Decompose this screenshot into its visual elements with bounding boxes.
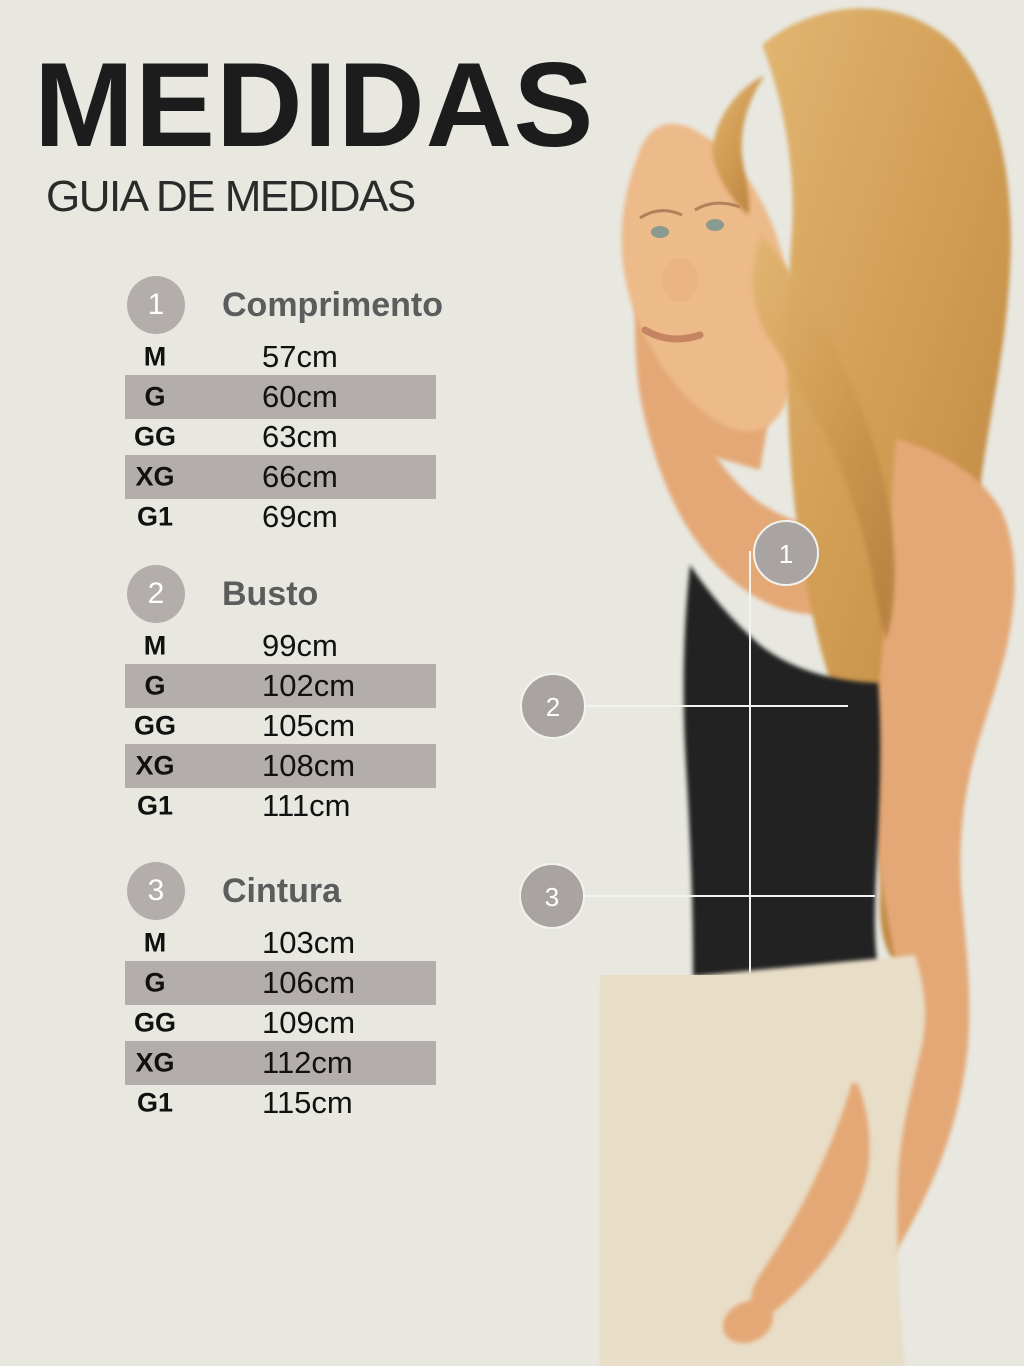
- svg-text:3: 3: [545, 882, 559, 912]
- svg-text:1: 1: [779, 539, 793, 569]
- svg-text:2: 2: [546, 692, 560, 722]
